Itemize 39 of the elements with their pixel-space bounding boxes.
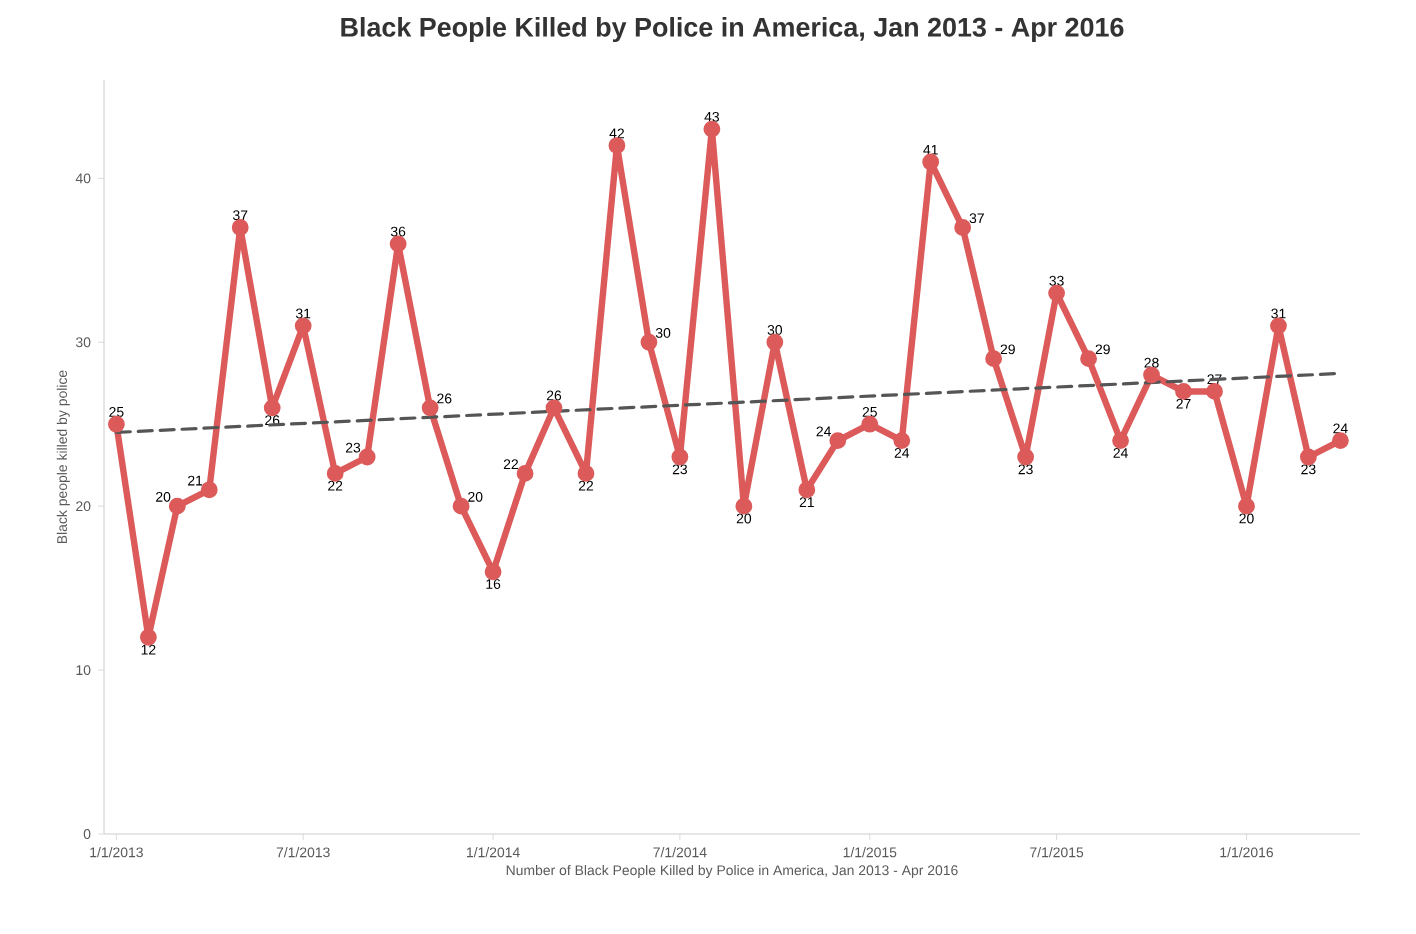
point [766, 333, 784, 351]
point [1206, 383, 1223, 400]
point [798, 481, 816, 499]
point [107, 415, 125, 433]
point [263, 399, 281, 417]
point [1270, 317, 1287, 335]
point [358, 448, 376, 466]
point [893, 432, 911, 449]
point [545, 399, 563, 417]
point [231, 219, 249, 236]
point [1080, 350, 1097, 368]
point [985, 350, 1003, 368]
point [421, 399, 439, 417]
point [1112, 432, 1129, 449]
point [861, 415, 879, 433]
point [922, 153, 940, 171]
point [200, 481, 218, 499]
point [389, 235, 407, 253]
point [735, 497, 753, 515]
point [452, 497, 470, 515]
point [1143, 366, 1160, 384]
point [294, 317, 312, 335]
point [516, 464, 534, 482]
chart-title: Black People Killed by Police in America, Jan 2013 - Apr 2016 [341, 17, 1124, 43]
point [640, 333, 658, 351]
point [139, 628, 157, 646]
point [829, 432, 847, 449]
point [1238, 497, 1255, 515]
point [484, 563, 502, 581]
point [954, 219, 972, 236]
point [671, 448, 689, 466]
point [1300, 448, 1317, 466]
point [1048, 284, 1065, 302]
point [326, 464, 344, 482]
point [1017, 448, 1035, 466]
point [577, 464, 595, 482]
point [168, 497, 186, 515]
point [608, 137, 626, 154]
point [703, 120, 721, 138]
